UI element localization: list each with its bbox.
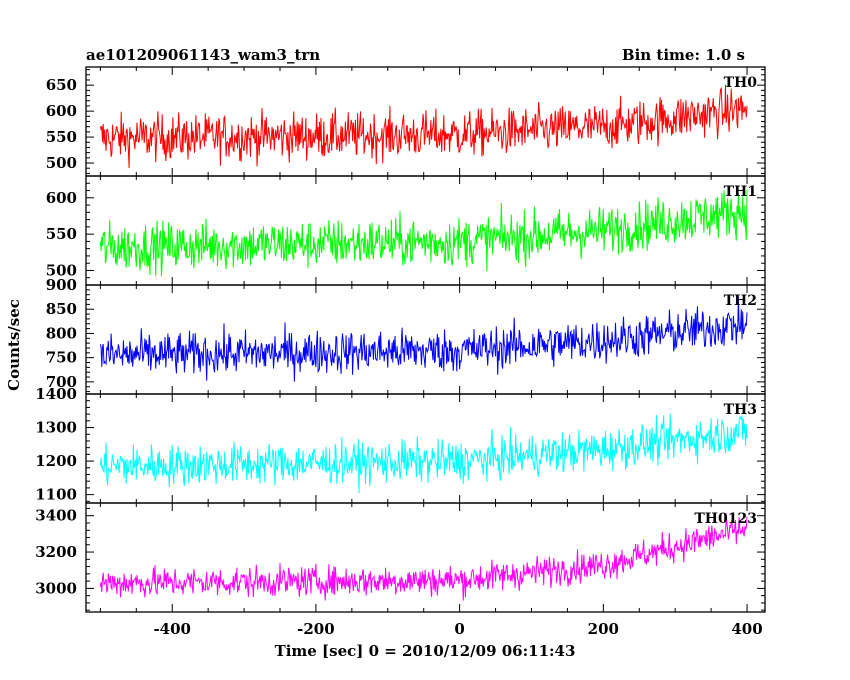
panel-th0123: 3000 3200 3400 TH0123 [35,502,766,613]
series-line-th1 [99,189,748,277]
y-tick-label: 650 [46,76,77,94]
panel-frame [85,175,766,286]
y-tick-label: 850 [46,300,77,318]
x-tick-labels: -400 -200 0 200 400 [153,620,762,638]
y-tick-label: 600 [46,189,77,207]
x-tick-label: -200 [297,620,335,638]
y-tick-label: 550 [46,128,77,146]
y-tick-label: 700 [46,373,77,391]
y-tick-label: 500 [46,154,77,172]
series-line-th0123 [99,513,748,601]
series-label-th0: TH0 [724,75,758,91]
bin-time-label: Bin time: 1.0 s [622,46,745,64]
y-tick-label: 3200 [35,543,77,561]
y-tick-label: 900 [46,276,77,294]
y-axis-label: Counts/sec [5,299,23,391]
x-tick-label: 200 [588,620,619,638]
y-tick-label: 800 [46,324,77,342]
y-tick-label: 1200 [35,452,77,470]
chart-title: ae101209061143_wam3_trn [86,46,320,64]
panel-th1: 500 550 600 TH1 [46,175,766,286]
y-tick-label: 1300 [35,419,77,437]
panel-frame [85,502,766,613]
y-tick-label: 1100 [35,486,77,504]
series-label-th2: TH2 [724,293,757,309]
x-tick-label: -400 [153,620,191,638]
panel-th3: 1100 1200 1300 1400 TH3 [35,385,766,504]
x-axis-label: Time [sec] 0 = 2010/12/09 06:11:43 [275,642,576,660]
y-tick-label: 3400 [35,507,77,525]
y-tick-label: 1400 [35,385,77,403]
series-line-th3 [99,413,748,494]
panel-th2: 700 750 800 850 900 TH2 [46,276,766,395]
panels-group: 500 550 600 650 TH0 500 550 600 TH1 700 750 800 850 9… [35,66,766,613]
y-tick-label: 550 [46,225,77,243]
x-tick-label: 0 [454,620,464,638]
y-tick-label: 3000 [35,579,77,597]
panel-th0: 500 550 600 650 TH0 [46,66,766,177]
series-label-th0123: TH0123 [694,511,757,527]
y-tick-label: 500 [46,261,77,279]
x-tick-label: 400 [731,620,762,638]
series-line-th0 [99,84,748,169]
series-label-th1: TH1 [724,184,757,200]
panel-frame [85,284,766,395]
y-tick-label: 600 [46,102,77,120]
series-label-th3: TH3 [724,402,757,418]
series-line-th2 [99,296,748,382]
panel-frame [85,393,766,504]
y-tick-label: 750 [46,349,77,367]
